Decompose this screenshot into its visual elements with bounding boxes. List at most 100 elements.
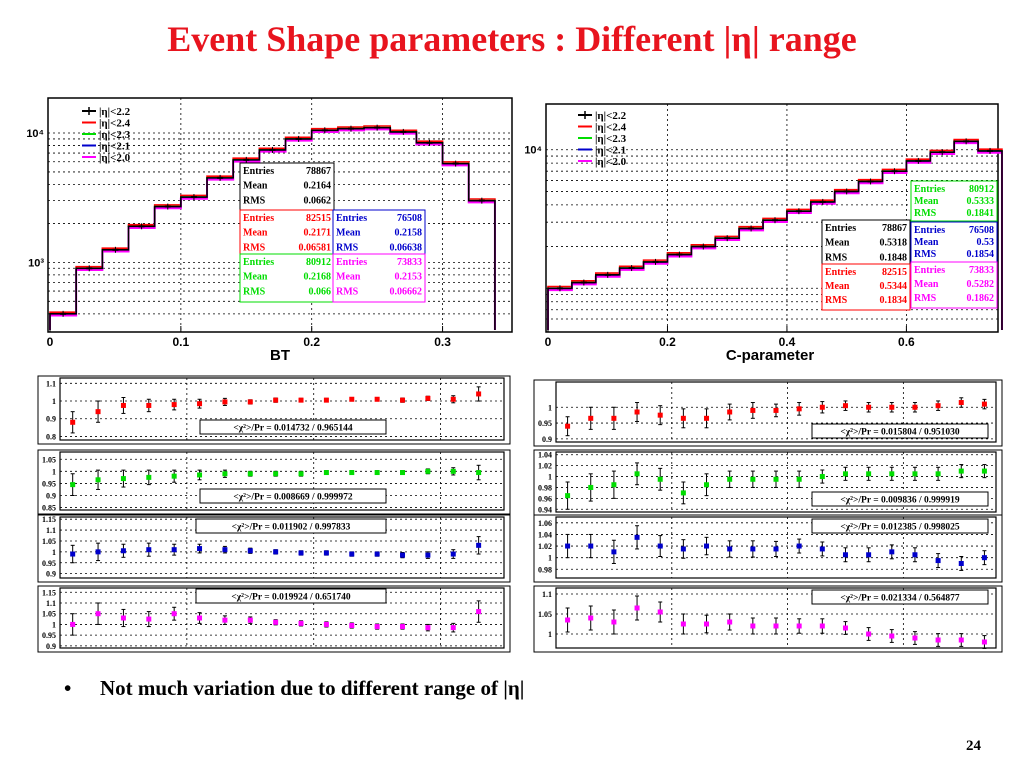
- bt_ratio_24-point: [171, 402, 177, 408]
- bt_ratio_20-point: [171, 611, 177, 617]
- bt_dist-stat-box: [239, 253, 335, 303]
- c_ratio_21-point: [796, 543, 802, 549]
- bt_ratio_20-ytick-label: 0.95: [42, 631, 56, 640]
- bt_ratio_23-point: [298, 471, 304, 477]
- bt_ratio_24-point: [400, 397, 406, 403]
- bt_ratio_21-point: [349, 551, 355, 557]
- bt_ratio_24-point: [70, 419, 76, 425]
- bt_ratio_20-ytick-label: 1.05: [42, 610, 56, 619]
- bt_ratio_20-point: [374, 624, 380, 630]
- c_dist-stat-value: 76508: [969, 225, 994, 236]
- bt_ratio_20-chi-text: <χ²>/Pr = 0.019924 / 0.651740: [231, 593, 351, 603]
- bt_ratio_23-outer-frame: [37, 449, 511, 515]
- c_dist-frame: [545, 103, 999, 333]
- bt_ratio_20-point: [95, 611, 101, 617]
- c_ratio_20-point: [958, 637, 964, 643]
- c_ratio_24-outer-frame: [533, 379, 1003, 447]
- bt_ratio_21-point: [374, 551, 380, 557]
- bt_ratio_23-point: [476, 470, 482, 476]
- bt_ratio_24-ytick-label: 0.8: [46, 432, 56, 441]
- bt_dist-stat-key: Mean: [243, 272, 268, 283]
- bt_ratio_24-point: [323, 397, 329, 403]
- c_ratio_21-point: [935, 558, 941, 564]
- c_ratio_23-point: [727, 476, 733, 482]
- bt_ratio_23-point: [450, 468, 456, 474]
- c_ratio_21-point: [981, 555, 987, 561]
- c_ratio_20-point: [657, 609, 663, 615]
- c_ratio_20-point: [704, 621, 710, 627]
- bullet-text: Not much variation due to different rang…: [100, 676, 525, 700]
- c_ratio_24-point: [819, 404, 825, 410]
- c_dist-series-2.1: [547, 141, 1003, 330]
- c_ratio_24-point: [981, 401, 987, 407]
- bt_ratio_21-point: [450, 551, 456, 557]
- c_ratio_20-chi-box: [811, 589, 989, 605]
- c_ratio_23-point: [842, 471, 848, 477]
- bt_ratio_21-ytick-label: 1.15: [42, 515, 56, 524]
- c_ratio_21-outer-frame: [533, 514, 1003, 583]
- c_dist-stat-box: [821, 263, 911, 311]
- bt_dist-stat-key: Entries: [243, 257, 274, 268]
- bt_ratio_24-chi-box: [199, 419, 387, 435]
- bt_ratio_21-point: [323, 550, 329, 556]
- c_ratio_20-point: [819, 623, 825, 629]
- c_ratio_20-point: [634, 605, 640, 611]
- c_ratio_20-chi-text: <χ²>/Pr = 0.021334 / 0.564877: [840, 594, 960, 604]
- c_ratio_24-point: [842, 403, 848, 409]
- c_ratio_20-point: [935, 637, 941, 643]
- bt_ratio_24-ytick-label: 0.9: [46, 415, 56, 424]
- bt_dist-legend-label: |η|<2.2: [99, 106, 131, 118]
- c_ratio_23-point: [680, 490, 686, 496]
- c_ratio_21-point: [866, 552, 872, 558]
- c_ratio_24-point: [611, 415, 617, 421]
- bt_dist-ytick-label: 10⁴: [26, 128, 44, 140]
- c_ratio_24-point: [680, 415, 686, 421]
- c_dist-stat-key: Mean: [914, 196, 939, 207]
- c_ratio_23-ytick-label: 0.96: [538, 494, 552, 503]
- c_ratio_20-point: [866, 631, 872, 637]
- bt_ratio_20-point: [349, 623, 355, 628]
- c_ratio_20-point: [773, 623, 779, 629]
- c_ratio_24-point: [750, 407, 756, 413]
- bt_dist-xtick-label: 0.3: [434, 335, 451, 349]
- c_ratio_21-point: [588, 543, 594, 549]
- bt_ratio_24-point: [120, 402, 126, 408]
- bt_ratio_21-point: [197, 546, 203, 552]
- bt_ratio_21-outer-frame: [37, 514, 511, 583]
- bt_ratio_23-point: [146, 474, 152, 480]
- bt_ratio_21-ytick-label: 0.9: [46, 570, 56, 579]
- c_ratio_21-frame: [555, 516, 997, 579]
- bt_ratio_23-point: [400, 470, 406, 476]
- c_ratio_20-point: [842, 625, 848, 631]
- c_ratio_24-point: [634, 409, 640, 415]
- c_dist-legend-label: |η|<2.0: [595, 156, 627, 168]
- c_ratio_24-chi-box: [811, 423, 989, 439]
- bt_dist-stat-key: RMS: [243, 286, 266, 297]
- c_ratio_20-point: [680, 621, 686, 627]
- c_ratio_23-chi-text: <χ²>/Pr = 0.009836 / 0.999919: [840, 496, 960, 506]
- bt_ratio_20-ytick-label: 0.9: [46, 642, 56, 651]
- c_ratio_24-point: [704, 415, 710, 421]
- c_ratio_20-point: [565, 617, 571, 623]
- c_ratio_21-point: [611, 549, 617, 555]
- c_ratio_23-point: [796, 476, 802, 482]
- bt_dist-stat-key: RMS: [243, 242, 266, 253]
- bt_dist-series-2.4: [49, 125, 496, 330]
- c_ratio_23-ytick-label: 0.98: [538, 483, 552, 492]
- bt_ratio_23-point: [222, 471, 228, 477]
- bt_ratio_21-ytick-label: 1.05: [42, 537, 56, 546]
- c_ratio_23-point: [889, 471, 895, 477]
- c_dist-stat-value: 0.5318: [880, 238, 908, 249]
- c_dist-xlabel: C-parameter: [726, 347, 815, 364]
- bt_dist-stat-value: 0.06581: [299, 242, 332, 253]
- c_ratio_20-ytick-label: 1.05: [538, 610, 552, 619]
- bt_ratio_20-point: [247, 617, 253, 623]
- bt_ratio_23-point: [197, 472, 203, 478]
- bt_ratio_24-point: [197, 401, 203, 407]
- c_ratio_21-point: [657, 543, 663, 549]
- c_ratio_23-ytick-label: 0.94: [538, 505, 552, 514]
- bt_ratio_24-ytick-label: 1.1: [46, 379, 56, 388]
- c_ratio_21-point: [889, 549, 895, 555]
- bt_dist-stat-box: [239, 209, 335, 259]
